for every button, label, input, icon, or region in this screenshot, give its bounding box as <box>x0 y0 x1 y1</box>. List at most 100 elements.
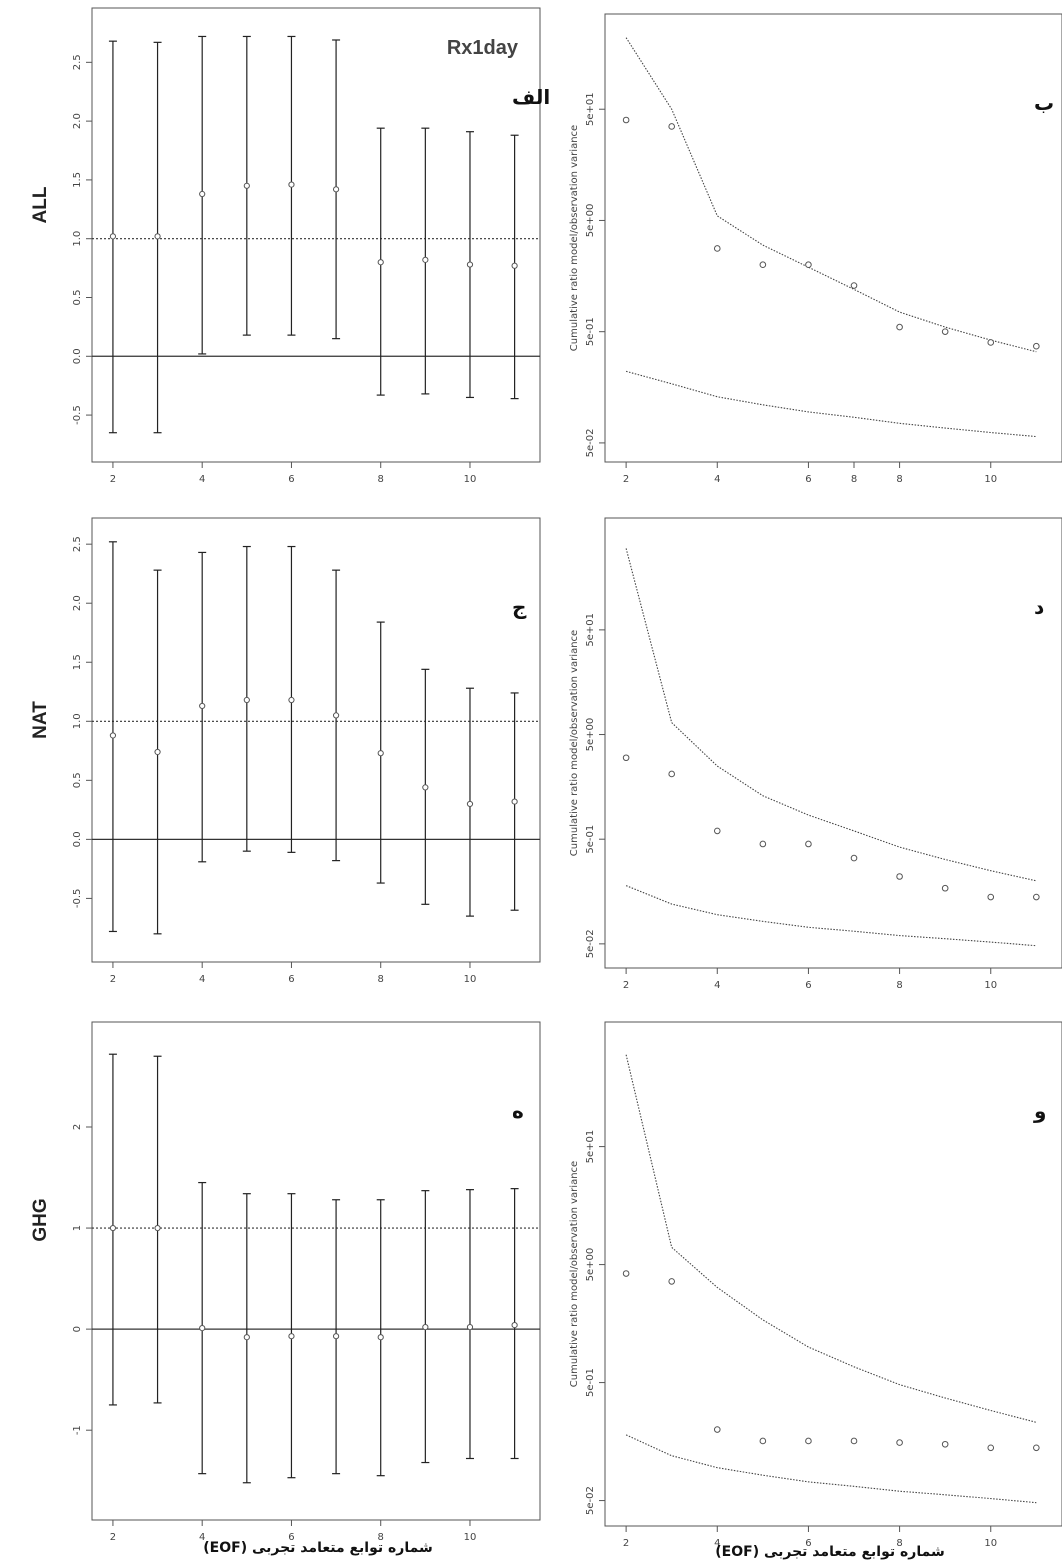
x-tick-label: 6 <box>288 974 294 985</box>
data-point <box>759 1437 767 1445</box>
data-point <box>1033 342 1040 350</box>
data-point <box>713 1426 721 1433</box>
panel-dal: 2 4 6 8 10 5e-02 5e-01 5e+00 5e+01 Cumulative rat… <box>569 517 1062 991</box>
lower-bound-line <box>625 885 1037 947</box>
x-tick-label: 10 <box>464 474 477 485</box>
panel-label: و <box>1033 1099 1046 1123</box>
x-tick-label: 6 <box>805 474 811 485</box>
data-point <box>511 1321 518 1329</box>
panel-alef: 2 4 6 8 10 -0.5 0.0 0.5 1.0 1.5 2.0 2.5 الف Rx1day <box>72 7 550 485</box>
upper-bound-line <box>625 1054 1037 1423</box>
data-point <box>243 1334 250 1341</box>
x-tick-label: 8 <box>896 474 902 485</box>
data-point <box>622 754 630 762</box>
x-tick-label: 10 <box>984 474 997 485</box>
data-point <box>805 1437 812 1445</box>
data-point <box>332 712 340 719</box>
row-label-nat: NAT <box>30 701 51 739</box>
data-point <box>850 1437 858 1445</box>
plot-frame <box>91 1021 541 1521</box>
data-point <box>199 1325 206 1332</box>
x-tick-label: 4 <box>199 474 205 485</box>
data-point <box>622 1270 630 1277</box>
x-tick-label: 6 <box>288 1532 294 1543</box>
x-tick-label: 4 <box>714 474 720 485</box>
panel-vav: 2 4 6 8 10 5e-02 5e-01 5e+00 5e+01 Cumulative rat… <box>569 1021 1062 1549</box>
x-axis-label-left: شماره توابع متعامد تجربی (EOF) <box>203 1540 433 1556</box>
y-tick-label: 5e+00 <box>585 1248 596 1282</box>
data-point <box>109 1224 117 1232</box>
plot-frame <box>91 7 541 463</box>
panel-label: ب <box>1034 91 1054 115</box>
data-point <box>941 328 949 335</box>
x-tick-label: 6 <box>288 474 294 485</box>
x-tick-label: 8 <box>378 974 384 985</box>
data-point <box>288 181 295 188</box>
data-point <box>377 1334 384 1341</box>
x-tick-label: 8 <box>378 474 384 485</box>
data-point <box>896 1439 903 1446</box>
data-point <box>199 702 206 710</box>
x-tick-label: 4 <box>199 1532 205 1543</box>
data-point <box>466 261 474 268</box>
y-tick-label: 1 <box>72 1225 83 1231</box>
y-tick-label: 1.5 <box>72 172 83 188</box>
y-tick-label: 5e-02 <box>585 929 596 958</box>
data-point <box>288 696 295 704</box>
y-tick-label: 5e+00 <box>585 204 596 238</box>
chart-title: Rx1day <box>447 37 519 59</box>
data-point <box>288 1333 295 1340</box>
data-point <box>422 256 429 263</box>
x-tick-label: 2 <box>110 474 116 485</box>
y-tick-label: 2.5 <box>72 536 83 552</box>
data-point <box>422 784 429 791</box>
y-tick-label: 2.5 <box>72 54 83 70</box>
data-point <box>511 262 518 269</box>
y-axis-label: Cumulative ratio model/observation varia… <box>569 1161 580 1387</box>
lower-bound-line <box>625 1434 1037 1504</box>
y-tick-label: 5e+01 <box>585 613 596 647</box>
data-point <box>713 827 721 835</box>
x-tick-label: 8 <box>851 474 857 485</box>
x-tick-label: 2 <box>623 980 629 991</box>
y-tick-label: 2.0 <box>72 595 83 611</box>
data-point <box>154 1224 161 1232</box>
data-point <box>805 840 812 848</box>
data-point <box>1033 1444 1040 1452</box>
row-label-ghg: GHG <box>30 1198 51 1241</box>
x-tick-label: 10 <box>464 1532 477 1543</box>
data-point <box>622 116 630 124</box>
panel-label: ج <box>512 595 527 619</box>
data-point <box>109 732 117 739</box>
x-tick-label: 6 <box>805 980 811 991</box>
panel-he: 2 4 6 8 10 -1 0 1 2 ه <box>72 1021 541 1543</box>
data-point <box>109 233 117 240</box>
y-tick-label: 2.0 <box>72 113 83 129</box>
data-point <box>759 840 767 848</box>
x-tick-label: 4 <box>199 974 205 985</box>
data-point <box>332 186 340 193</box>
y-tick-label: 0 <box>72 1326 83 1332</box>
x-tick-label: 8 <box>896 1538 902 1549</box>
data-point <box>987 893 995 901</box>
data-point <box>759 261 767 269</box>
y-tick-label: 5e-01 <box>585 1368 596 1397</box>
panel-label: د <box>1034 595 1044 619</box>
y-tick-label: 0.0 <box>72 831 83 847</box>
x-tick-label: 8 <box>896 980 902 991</box>
y-tick-label: -0.5 <box>72 405 83 425</box>
data-point <box>896 873 903 880</box>
panel-jim: 2 4 6 8 10 -0.5 0.0 0.5 1.0 1.5 2.0 2.5 ج <box>72 517 541 985</box>
data-point <box>896 323 903 331</box>
x-axis-label-right: شماره توابع متعامد تجربی (EOF) <box>715 1544 945 1560</box>
data-point <box>668 770 675 778</box>
panel-label: الف <box>512 85 550 109</box>
data-point <box>941 884 949 892</box>
data-point <box>377 750 384 757</box>
y-tick-label: 1.5 <box>72 654 83 670</box>
data-point <box>987 339 995 346</box>
y-tick-label: -1 <box>72 1425 83 1435</box>
y-tick-label: 0.5 <box>72 290 83 306</box>
data-point <box>511 798 518 805</box>
